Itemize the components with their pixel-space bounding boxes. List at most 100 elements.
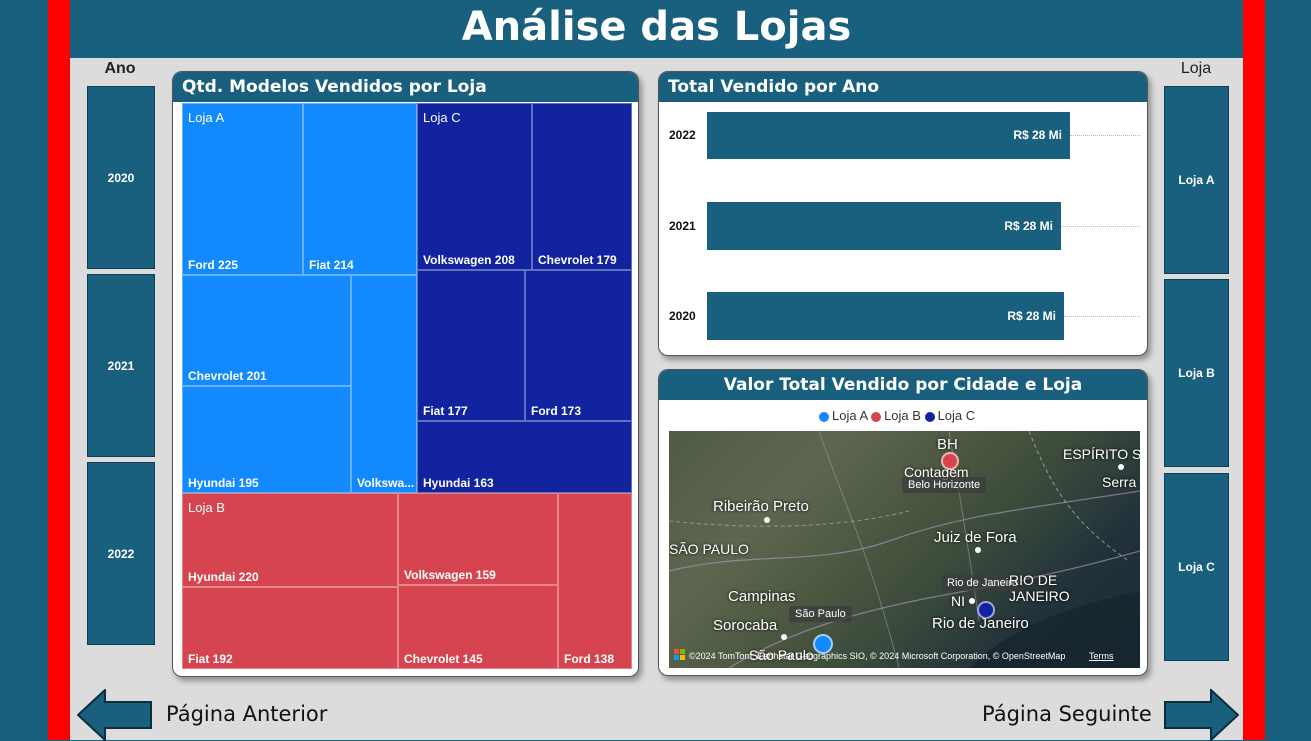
bar-track xyxy=(1064,316,1140,317)
tile-label: Chevrolet 201 xyxy=(188,369,267,383)
tile-label: Ford 173 xyxy=(531,404,582,418)
loja-slicer-label: Loja xyxy=(1180,60,1212,77)
map-pin-loja-a[interactable] xyxy=(813,634,833,654)
treemap-group-label-loja-a: Loja A xyxy=(188,110,225,125)
legend-item-loja-c[interactable]: Loja C xyxy=(924,408,976,423)
city-dot xyxy=(969,598,975,604)
treemap-tile-loja-c-fiat[interactable]: Fiat 177 xyxy=(417,270,525,421)
legend-label: Loja A xyxy=(832,408,868,423)
ano-2021-button[interactable]: 2021 xyxy=(87,274,155,457)
tile-label: Chevrolet 179 xyxy=(538,253,617,267)
year-label-2020: 2020 xyxy=(669,309,696,323)
previous-page-arrow-icon[interactable] xyxy=(77,689,153,741)
tile-label: Fiat 177 xyxy=(423,404,468,418)
year-label-2022: 2022 xyxy=(669,128,696,142)
map-label-ribeirao-preto: Ribeirão Preto xyxy=(713,498,809,515)
next-page-button[interactable]: Página Seguinte xyxy=(982,702,1152,726)
treemap-tile-loja-b-volkswagen[interactable]: Volkswagen 159 xyxy=(398,493,558,585)
treemap-tile-loja-c-hyundai[interactable]: Hyundai 163 xyxy=(417,421,632,493)
treemap-tile-loja-b-chevrolet[interactable]: Chevrolet 145 xyxy=(398,585,558,669)
tile-label: Volkswagen 159 xyxy=(404,568,496,582)
treemap-tile-loja-b-ford[interactable]: Ford 138 xyxy=(558,493,632,669)
treemap-tile-loja-c-chevrolet[interactable]: Chevrolet 179 xyxy=(532,103,632,270)
ano-2020-button[interactable]: 2020 xyxy=(87,86,155,269)
bar-track xyxy=(1070,135,1140,136)
treemap-tile-loja-a-volkswagen[interactable]: Volkswa... xyxy=(351,275,417,493)
treemap-tile-loja-c-ford[interactable]: Ford 173 xyxy=(525,270,632,421)
tile-label: Hyundai 195 xyxy=(188,476,259,490)
map-label-sao-paulo-city: São Paulo xyxy=(749,647,814,663)
map-attribution: ©2024 TomTom, Earthstar Geographics SIO,… xyxy=(689,651,1066,661)
map-title: Valor Total Vendido por Cidade e Loja xyxy=(659,370,1147,400)
legend-dot-icon xyxy=(871,411,882,422)
page-title: Análise das Lojas xyxy=(70,0,1243,58)
map-label-espirito-santo: ESPÍRITO S xyxy=(1063,446,1140,462)
map-bubble-rio-de-janeiro[interactable]: Rio de Janeiro xyxy=(941,575,1024,591)
bar-chart-card: Total Vendido por Ano 2022 R$ 28 Mi 2021… xyxy=(658,71,1148,356)
bar-chart-title: Total Vendido por Ano xyxy=(659,72,1147,102)
loja-c-button[interactable]: Loja C xyxy=(1164,473,1229,661)
map-label-bh: BH xyxy=(937,436,958,453)
tile-label: Ford 138 xyxy=(564,652,615,666)
treemap-tile-loja-a-hyundai[interactable]: Hyundai 195 xyxy=(182,386,351,493)
map-label-serra: Serra xyxy=(1102,474,1137,490)
year-label-2021: 2021 xyxy=(669,219,696,233)
bar-2022[interactable]: R$ 28 Mi xyxy=(707,112,1070,159)
legend-item-loja-a[interactable]: Loja A xyxy=(819,408,867,423)
map-terms-link[interactable]: Terms xyxy=(1089,651,1114,661)
treemap-group-label-loja-b: Loja B xyxy=(188,500,225,515)
ano-slicer-label: Ano xyxy=(104,60,136,77)
legend-label: Loja C xyxy=(937,408,976,423)
bar-track xyxy=(1061,226,1140,227)
left-red-border xyxy=(48,0,70,740)
legend-label: Loja B xyxy=(884,408,921,423)
treemap-tile-loja-b-hyundai[interactable]: Loja B Hyundai 220 xyxy=(182,493,398,587)
map-legend: Loja A Loja B Loja C xyxy=(819,408,1019,423)
tile-label: Hyundai 220 xyxy=(188,570,259,584)
bar-2021[interactable]: R$ 28 Mi xyxy=(707,202,1061,250)
ano-2022-button[interactable]: 2022 xyxy=(87,462,155,645)
tile-label: Fiat 214 xyxy=(309,258,354,272)
legend-dot-icon xyxy=(819,411,829,422)
loja-a-button[interactable]: Loja A xyxy=(1164,86,1229,274)
map-label-sorocaba: Sorocaba xyxy=(713,617,778,634)
tile-label: Fiat 192 xyxy=(188,652,233,666)
tile-label: Hyundai 163 xyxy=(423,476,494,490)
map-label-campinas: Campinas xyxy=(728,588,796,605)
map-label-rio-state: RIO DE JANEIRO xyxy=(1009,572,1070,604)
legend-item-loja-b[interactable]: Loja B xyxy=(871,408,921,423)
treemap-group-label-loja-c: Loja C xyxy=(423,110,461,125)
city-dot xyxy=(975,547,981,553)
legend-dot-icon xyxy=(924,411,935,422)
microsoft-logo-icon xyxy=(674,649,685,660)
map-canvas[interactable]: BH Contagem Belo Horizonte ESPÍRITO S Se… xyxy=(669,431,1140,668)
map-pin-loja-c[interactable] xyxy=(977,601,995,619)
tile-label: Chevrolet 145 xyxy=(404,652,483,666)
tile-label: Volkswa... xyxy=(357,476,415,490)
map-label-ni: NI xyxy=(951,593,965,609)
city-dot xyxy=(1118,464,1124,470)
treemap-area: Loja A Ford 225 Fiat 214 Chevrolet 201 H… xyxy=(182,103,632,669)
city-dot xyxy=(781,634,787,640)
treemap-tile-loja-c-volkswagen[interactable]: Loja C Volkswagen 208 xyxy=(417,103,532,270)
treemap-card: Qtd. Modelos Vendidos por Loja Loja A Fo… xyxy=(172,71,639,677)
map-card: Valor Total Vendido por Cidade e Loja Lo… xyxy=(658,369,1148,676)
tile-label: Ford 225 xyxy=(188,258,239,272)
map-roads-layer xyxy=(669,431,1140,668)
previous-page-button[interactable]: Página Anterior xyxy=(166,702,328,726)
right-red-border xyxy=(1243,0,1265,740)
treemap-tile-loja-a-chevrolet[interactable]: Chevrolet 201 xyxy=(182,275,351,386)
map-bubble-sao-paulo[interactable]: São Paulo xyxy=(789,606,852,622)
map-label-sao-paulo-state: SÃO PAULO xyxy=(669,541,749,557)
city-dot xyxy=(764,517,770,523)
treemap-tile-loja-a-ford[interactable]: Loja A Ford 225 xyxy=(182,103,303,275)
loja-b-button[interactable]: Loja B xyxy=(1164,279,1229,467)
map-bubble-belo-horizonte[interactable]: Belo Horizonte xyxy=(902,477,987,493)
bar-2020[interactable]: R$ 28 Mi xyxy=(707,292,1064,340)
treemap-title: Qtd. Modelos Vendidos por Loja xyxy=(173,72,638,102)
next-page-arrow-icon[interactable] xyxy=(1163,689,1239,741)
tile-label: Volkswagen 208 xyxy=(423,253,515,267)
treemap-tile-loja-a-fiat[interactable]: Fiat 214 xyxy=(303,103,417,275)
map-pin-loja-b[interactable] xyxy=(941,452,959,470)
treemap-tile-loja-b-fiat[interactable]: Fiat 192 xyxy=(182,587,398,669)
